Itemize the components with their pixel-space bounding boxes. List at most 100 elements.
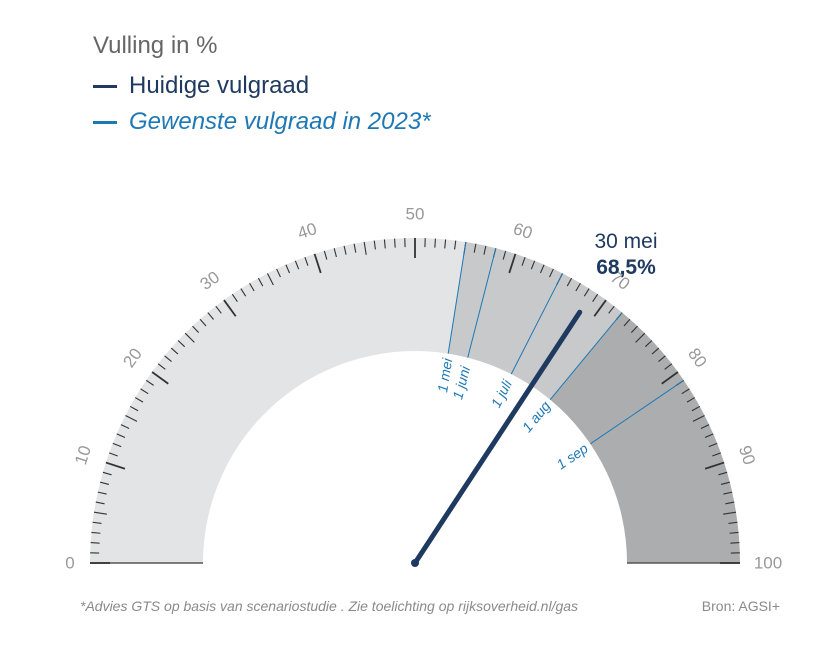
gauge-tick — [134, 397, 144, 403]
gauge-tick — [592, 293, 599, 302]
gauge-tick — [109, 452, 118, 457]
gauge-tick-label: 30 — [197, 267, 223, 293]
gauge-tick — [294, 260, 300, 270]
gauge-tick — [593, 299, 607, 317]
gauge-tick — [691, 405, 701, 412]
gauge-tick — [664, 363, 673, 370]
gauge-tick — [539, 264, 545, 274]
gauge-tick — [508, 253, 517, 274]
gauge-tick — [120, 424, 130, 429]
gauge-tick — [704, 461, 725, 470]
legend-label-current: Huidige vulgraad — [129, 72, 310, 99]
legend-swatch-current — [93, 84, 117, 88]
gauge-tick — [394, 238, 396, 248]
gauge-tick — [129, 405, 139, 412]
gauge-tick-label: 20 — [119, 345, 145, 371]
gauge-tick-label: 60 — [511, 219, 535, 243]
gauge-tick — [363, 241, 367, 255]
gauge-tick — [651, 347, 660, 355]
gauge-tick — [521, 257, 526, 266]
gauge-tick — [583, 288, 590, 297]
target-label: 1 juli — [488, 376, 516, 410]
gauge-tick — [323, 250, 328, 260]
gauge-tick — [566, 277, 573, 287]
gauge-tick-label: 40 — [295, 219, 319, 243]
gauge-tick — [240, 288, 247, 297]
target-line — [590, 379, 685, 445]
gauge-tick — [199, 318, 207, 327]
gauge-tick — [105, 461, 126, 470]
gauge-tick — [170, 347, 179, 355]
gauge-tick — [276, 268, 281, 278]
gauge-tick — [333, 248, 337, 258]
gauge-tick — [383, 239, 386, 249]
gauge-tick — [730, 542, 740, 544]
gauge-tick — [102, 471, 112, 476]
gauge-tick — [184, 332, 195, 343]
gauge-tick — [473, 243, 477, 253]
gauge-tick — [723, 491, 733, 495]
gauge-tick — [704, 433, 714, 439]
gauge-tick — [692, 414, 705, 422]
gauge-tick — [608, 305, 615, 314]
gauge-tick — [223, 299, 237, 317]
gauge-tick — [266, 273, 274, 286]
gauge-tick — [549, 268, 554, 278]
gauge-tick — [658, 355, 666, 362]
gauge-tick-label: 50 — [406, 205, 425, 224]
gauge-tick — [304, 257, 309, 266]
footnote: *Advies GTS op basis van scenariostudie … — [80, 598, 579, 614]
gauge-tick — [661, 371, 679, 385]
current-value-label: 68,5% — [596, 256, 656, 279]
target-line — [467, 248, 497, 358]
gauge-tick — [681, 388, 690, 395]
gauge-tick-label: 0 — [65, 554, 74, 573]
gauge-tick — [257, 277, 264, 287]
legend-swatch-desired — [93, 120, 117, 124]
gauge-tick — [93, 511, 107, 515]
gauge-tick — [207, 312, 214, 320]
gauge-tick — [728, 521, 738, 524]
gauge-tick-label: 100 — [754, 554, 782, 573]
gauge-tick — [95, 501, 105, 505]
source-label: Bron: AGSI+ — [701, 598, 780, 614]
gauge-tick-label: 10 — [71, 443, 95, 467]
gauge-tick — [343, 245, 347, 255]
gauge-tick — [434, 238, 436, 248]
gauge-tick — [373, 240, 376, 250]
gauge-tick — [112, 442, 122, 448]
gauge-tick — [285, 264, 291, 274]
gauge-tick — [91, 531, 101, 534]
gauge-tick — [723, 511, 737, 515]
gauge-tick — [483, 245, 487, 255]
gauge-tick — [92, 521, 102, 524]
legend-item-current: Huidige vulgraad — [93, 72, 309, 100]
target-label: 1 sep — [553, 440, 590, 473]
target-label: 1 mei — [434, 356, 455, 393]
gauge-tick — [502, 250, 507, 260]
gauge-needle — [412, 309, 583, 566]
gauge-tick — [575, 282, 581, 292]
gauge-tick — [353, 243, 357, 253]
chart-title: Vulling in % — [93, 32, 218, 59]
gauge-tick — [145, 379, 154, 386]
gauge-tick — [686, 397, 696, 403]
gauge-tick — [708, 442, 718, 448]
target-line — [510, 273, 563, 375]
gauge-tick — [97, 491, 107, 495]
gauge-tick — [231, 293, 238, 302]
gauge-tick — [157, 363, 166, 370]
gauge-tick — [125, 414, 138, 422]
target-line — [447, 241, 467, 354]
gauge-tick — [630, 325, 638, 334]
gauge-tick — [151, 371, 169, 385]
gauge-tick — [116, 433, 126, 439]
gauge-tick — [215, 305, 222, 314]
gauge-tick-label: 80 — [684, 345, 710, 371]
gauge-tick — [100, 481, 110, 485]
current-date-label: 30 mei — [594, 230, 657, 253]
target-label: 1 aug — [519, 398, 554, 435]
gauge-tick-label: 90 — [735, 443, 759, 467]
gauge-tick — [530, 260, 536, 270]
